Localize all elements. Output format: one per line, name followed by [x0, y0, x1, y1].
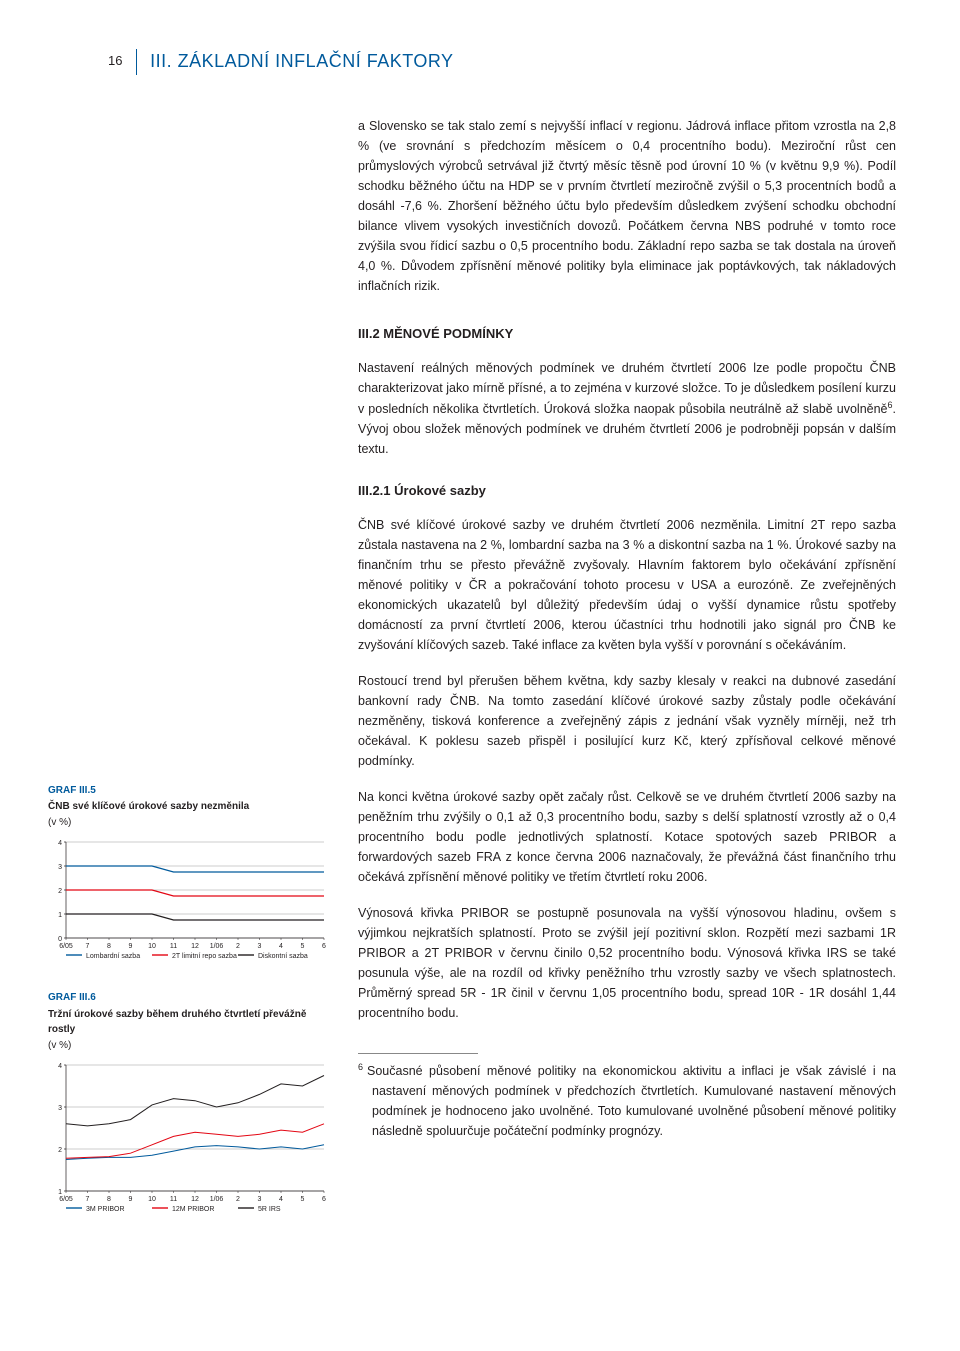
svg-text:4: 4 [279, 1196, 283, 1203]
chart-label: GRAF III.6 [48, 990, 328, 1006]
svg-text:12M PRIBOR: 12M PRIBOR [172, 1206, 214, 1213]
svg-text:9: 9 [129, 1196, 133, 1203]
svg-text:7: 7 [86, 1196, 90, 1203]
svg-text:3: 3 [58, 864, 62, 871]
page-number: 16 [108, 51, 122, 71]
svg-text:2: 2 [236, 1196, 240, 1203]
svg-text:5: 5 [301, 1196, 305, 1203]
svg-text:Lombardní sazba: Lombardní sazba [86, 953, 140, 960]
svg-text:4: 4 [58, 1063, 62, 1070]
svg-text:12: 12 [191, 943, 199, 950]
sidebar-charts: GRAF III.5 ČNB své klíčové úrokové sazby… [48, 116, 338, 1244]
svg-text:3: 3 [258, 943, 262, 950]
svg-text:3: 3 [58, 1105, 62, 1112]
svg-text:5R IRS: 5R IRS [258, 1206, 281, 1213]
paragraph: Na konci května úrokové sazby opět začal… [358, 787, 896, 887]
paragraph: Rostoucí trend byl přerušen během května… [358, 671, 896, 771]
svg-text:2: 2 [58, 1147, 62, 1154]
svg-text:9: 9 [129, 943, 133, 950]
svg-text:10: 10 [148, 1196, 156, 1203]
chart-unit: (v %) [48, 1038, 328, 1054]
svg-text:7: 7 [86, 943, 90, 950]
chart-6-svg: 12346/057891011121/06234563M PRIBOR12M P… [48, 1059, 328, 1219]
chart-iii-6: GRAF III.6 Tržní úrokové sazby během dru… [48, 990, 328, 1219]
svg-text:8: 8 [107, 1196, 111, 1203]
chart-iii-5: GRAF III.5 ČNB své klíčové úrokové sazby… [48, 783, 328, 967]
svg-text:1: 1 [58, 1189, 62, 1196]
chart-subtitle: Tržní úrokové sazby během druhého čtvrtl… [48, 1007, 328, 1038]
svg-text:10: 10 [148, 943, 156, 950]
chart-subtitle: ČNB své klíčové úrokové sazby nezměnila [48, 799, 328, 815]
main-text-column: a Slovensko se tak stalo zemí s nejvyšší… [358, 116, 896, 1244]
subsection-title: III.2 MĚNOVÉ PODMÍNKY [358, 324, 896, 344]
svg-text:6: 6 [322, 943, 326, 950]
svg-text:2T limitní repo sazba: 2T limitní repo sazba [172, 953, 237, 960]
svg-text:0: 0 [58, 936, 62, 943]
svg-text:Diskontní sazba: Diskontní sazba [258, 953, 308, 960]
svg-text:3M PRIBOR: 3M PRIBOR [86, 1206, 125, 1213]
chart-unit: (v %) [48, 815, 328, 831]
svg-text:1/06: 1/06 [210, 1196, 224, 1203]
paragraph: Výnosová křivka PRIBOR se postupně posun… [358, 903, 896, 1023]
footnote-separator [358, 1053, 478, 1054]
svg-text:2: 2 [58, 888, 62, 895]
svg-text:6/05: 6/05 [59, 1196, 73, 1203]
page-header: 16 III. ZÁKLADNÍ INFLAČNÍ FAKTORY [48, 48, 896, 76]
paragraph: ČNB své klíčové úrokové sazby ve druhém … [358, 515, 896, 655]
chart-label: GRAF III.5 [48, 783, 328, 799]
text: Nastavení reálných měnových podmínek ve … [358, 361, 896, 416]
svg-text:11: 11 [170, 943, 177, 950]
section-title: III. ZÁKLADNÍ INFLAČNÍ FAKTORY [150, 51, 453, 71]
chart-5-svg: 012346/057891011121/0623456Lombardní saz… [48, 836, 328, 966]
svg-text:6: 6 [322, 1196, 326, 1203]
svg-text:12: 12 [191, 1196, 199, 1203]
header-divider [136, 49, 137, 75]
footnote-text: Současné působení měnové politiky na eko… [367, 1064, 896, 1138]
svg-text:4: 4 [279, 943, 283, 950]
svg-text:1: 1 [58, 912, 62, 919]
svg-text:2: 2 [236, 943, 240, 950]
footnote: 6 Současné působení měnové politiky na ek… [358, 1060, 896, 1141]
svg-text:11: 11 [170, 1196, 177, 1203]
svg-text:1/06: 1/06 [210, 943, 224, 950]
svg-text:6/05: 6/05 [59, 943, 73, 950]
paragraph: a Slovensko se tak stalo zemí s nejvyšší… [358, 116, 896, 296]
svg-text:3: 3 [258, 1196, 262, 1203]
svg-text:5: 5 [301, 943, 305, 950]
svg-text:4: 4 [58, 840, 62, 847]
subsection-title: III.2.1 Úrokové sazby [358, 481, 896, 501]
paragraph: Nastavení reálných měnových podmínek ve … [358, 358, 896, 459]
svg-text:8: 8 [107, 943, 111, 950]
footnote-number: 6 [358, 1062, 363, 1072]
